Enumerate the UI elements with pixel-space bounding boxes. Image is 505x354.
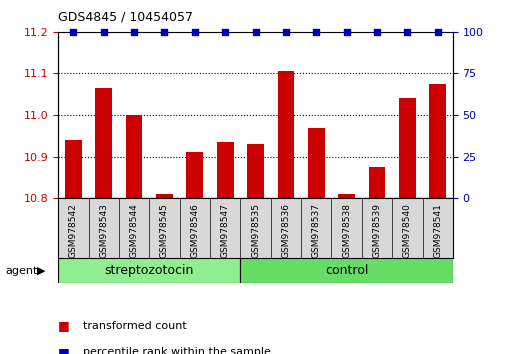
Bar (337, 194, 355, 198)
Text: GSM978535: GSM978535 (250, 203, 260, 258)
Bar (186, 153, 203, 198)
Point (160, 29, 168, 35)
Text: GSM978538: GSM978538 (341, 203, 350, 258)
Bar (95, 88, 112, 198)
Text: GSM978543: GSM978543 (99, 203, 108, 258)
Text: transformed count: transformed count (83, 321, 187, 331)
Text: GSM978541: GSM978541 (432, 203, 441, 258)
Text: streptozotocin: streptozotocin (105, 264, 193, 277)
Point (99, 29, 108, 35)
Bar (398, 98, 415, 198)
Text: ■: ■ (58, 319, 70, 332)
Bar (429, 84, 445, 198)
Bar (156, 194, 173, 198)
Text: control: control (324, 264, 368, 277)
Text: GSM978546: GSM978546 (190, 203, 199, 258)
Text: GSM978547: GSM978547 (220, 203, 229, 258)
Bar (247, 144, 264, 198)
Point (251, 29, 259, 35)
Point (130, 29, 138, 35)
Point (433, 29, 441, 35)
Point (312, 29, 320, 35)
Bar (240, 258, 452, 283)
Text: GSM978545: GSM978545 (160, 203, 169, 258)
Text: GDS4845 / 10454057: GDS4845 / 10454057 (58, 11, 193, 24)
Bar (368, 167, 385, 198)
Bar (307, 127, 324, 198)
Point (281, 29, 289, 35)
Text: GSM978536: GSM978536 (281, 203, 290, 258)
Bar (126, 115, 142, 198)
Point (372, 29, 380, 35)
Bar (65, 140, 82, 198)
Point (342, 29, 350, 35)
Point (221, 29, 229, 35)
Point (402, 29, 411, 35)
Point (190, 29, 198, 35)
Text: agent: agent (5, 266, 37, 276)
Bar (277, 72, 294, 198)
Bar (58, 258, 240, 283)
Text: GSM978537: GSM978537 (311, 203, 320, 258)
Text: ▶: ▶ (37, 266, 45, 276)
Bar (217, 142, 233, 198)
Text: GSM978544: GSM978544 (129, 203, 138, 258)
Text: percentile rank within the sample: percentile rank within the sample (83, 347, 271, 354)
Text: GSM978539: GSM978539 (372, 203, 381, 258)
Text: ■: ■ (58, 346, 70, 354)
Text: GSM978540: GSM978540 (402, 203, 411, 258)
Text: GSM978542: GSM978542 (69, 203, 78, 258)
Point (69, 29, 77, 35)
